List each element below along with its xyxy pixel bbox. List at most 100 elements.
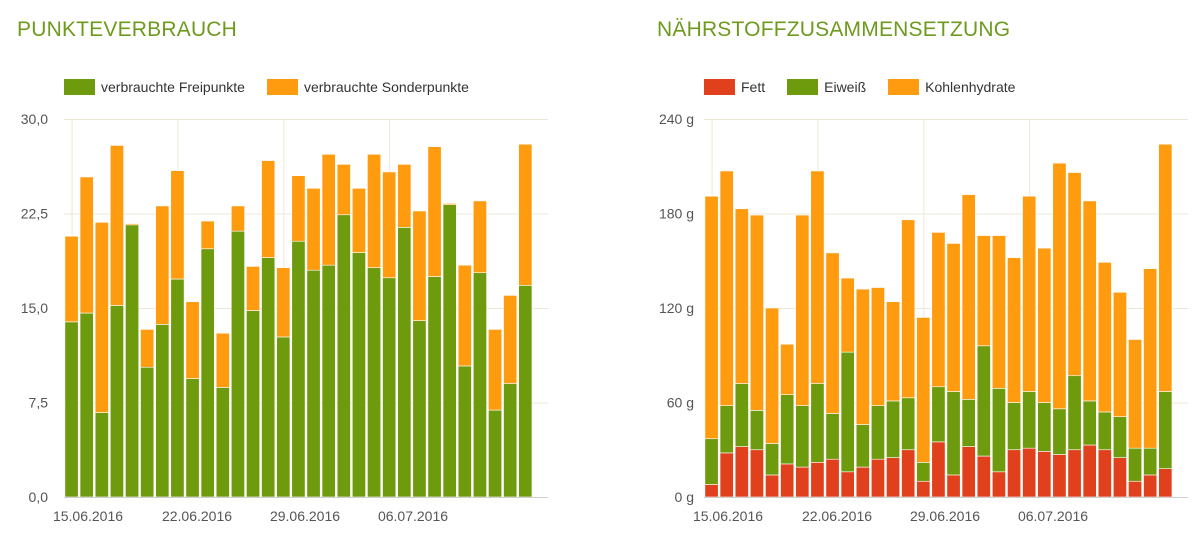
bar-segment (976, 455, 991, 498)
legend-item[interactable]: Kohlenhydrate (888, 79, 1015, 95)
bar-segment (886, 457, 901, 498)
bar-segment (855, 288, 870, 425)
bar-segment (931, 386, 946, 443)
bar-segment (1128, 480, 1143, 498)
bar-segment (946, 243, 961, 392)
bar-segment (427, 276, 442, 498)
bar-segment (795, 466, 810, 498)
bar-segment (503, 383, 518, 498)
x-tick-label: 06.07.2016 (1018, 508, 1088, 524)
bar-segment (870, 287, 885, 406)
bar-segment (321, 153, 336, 266)
legend-item[interactable]: Eiweiß (787, 79, 866, 95)
legend-label: verbrauchte Sonderpunkte (303, 79, 469, 95)
bar-segment (1082, 200, 1097, 402)
bar-segment (306, 188, 321, 271)
bar-segment (230, 230, 245, 498)
bar-segment (457, 365, 472, 498)
bar-segment (140, 329, 155, 368)
bar-segment (170, 278, 185, 498)
bar-segment (1143, 268, 1158, 449)
bar-segment (840, 277, 855, 353)
x-tick-label: 06.07.2016 (378, 508, 448, 524)
bar-segment (886, 400, 901, 458)
naehrstoffzusammensetzung-chart: 0 g 60 g 120 g 180 g 240 g 15.06.2016 22.06.20… (659, 111, 1188, 524)
y-tick-label: 60 g (667, 395, 694, 411)
bar-segment (991, 235, 1006, 389)
bar-segment (306, 269, 321, 498)
bar-segment (155, 205, 170, 325)
x-tick-label: 15.06.2016 (53, 508, 123, 524)
bar-segment (488, 409, 503, 498)
y-tick-label: 0,0 (29, 489, 49, 505)
bar-segment (1007, 257, 1022, 403)
bar-segment (200, 248, 215, 498)
x-tick-label: 22.06.2016 (802, 508, 872, 524)
bar-segment (1082, 400, 1097, 446)
legend-item[interactable]: Fett (704, 79, 765, 95)
bar-segment (1037, 247, 1052, 403)
bar-segment (719, 405, 734, 454)
bar-segment (825, 458, 840, 498)
bar-segment (1022, 391, 1037, 449)
bar-segment (1112, 416, 1127, 458)
bar-segment (734, 446, 749, 498)
bar-segment (810, 383, 825, 463)
bar-segment (79, 176, 94, 314)
legend-swatch (64, 79, 95, 95)
bar-segment (1158, 468, 1173, 498)
x-tick-label: 22.06.2016 (162, 508, 232, 524)
chart-title: PUNKTEVERBRAUCH (17, 18, 238, 41)
bar-segment (367, 153, 382, 268)
legend-item[interactable]: verbrauchte Sonderpunkte (266, 79, 469, 95)
bar-segment (109, 305, 124, 498)
bar-segment (886, 301, 901, 402)
bar-segment (261, 160, 276, 258)
bar-segment (125, 223, 140, 226)
bar-segment (946, 391, 961, 476)
bar-segment (397, 227, 412, 498)
bar-segment (931, 441, 946, 498)
bar-segment (916, 462, 931, 482)
bar-segment (155, 324, 170, 498)
bar-segment (1067, 172, 1082, 377)
bar-segment (321, 264, 336, 498)
bar-segment (336, 214, 351, 498)
bar-segment (825, 413, 840, 460)
bar-segment (916, 480, 931, 498)
bar-segment (734, 208, 749, 384)
bar-segment (810, 170, 825, 384)
bar-segment (79, 312, 94, 498)
bar-segment (1112, 291, 1127, 417)
legend-label: Fett (741, 79, 766, 95)
bar-segment (704, 484, 719, 498)
y-tick-label: 7,5 (29, 395, 49, 411)
bar-segment (200, 220, 215, 250)
bar-segment (1052, 454, 1067, 498)
y-tick-label: 22,5 (21, 206, 48, 222)
legend-label: verbrauchte Freipunkte (101, 79, 245, 95)
bar-segment (1112, 457, 1127, 498)
bar-segment (749, 410, 764, 451)
bar-segment (976, 235, 991, 347)
y-tick-label: 180 g (659, 206, 694, 222)
bar-segment (734, 383, 749, 447)
chart-title: NÄHRSTOFFZUSAMMENSETZUNG (657, 18, 1011, 41)
bar-segment (276, 336, 291, 498)
y-tick-label: 0 g (675, 489, 694, 505)
bar-segment (795, 214, 810, 406)
bar-segment (870, 405, 885, 460)
bar-segment (1158, 391, 1173, 469)
bar-segment (215, 332, 230, 388)
bar-segment (765, 474, 780, 498)
bar-segment (825, 252, 840, 414)
bar-segment (170, 170, 185, 280)
legend-swatch (787, 79, 819, 95)
bar-segment (719, 452, 734, 498)
bar-segment (185, 378, 200, 498)
bar-segment (64, 321, 79, 498)
bar-segment (442, 204, 457, 498)
bar-segment (1052, 408, 1067, 455)
bar-segment (1158, 143, 1173, 392)
legend-item[interactable]: verbrauchte Freipunkte (64, 79, 245, 95)
